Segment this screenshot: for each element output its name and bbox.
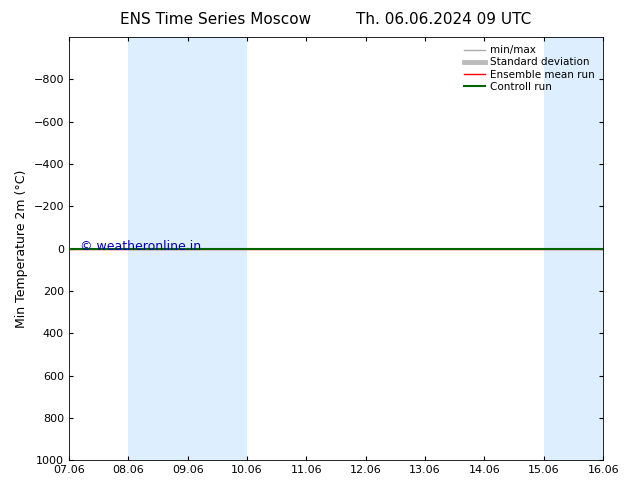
Text: ENS Time Series Moscow: ENS Time Series Moscow xyxy=(120,12,311,27)
Legend: min/max, Standard deviation, Ensemble mean run, Controll run: min/max, Standard deviation, Ensemble me… xyxy=(461,42,598,95)
Text: Th. 06.06.2024 09 UTC: Th. 06.06.2024 09 UTC xyxy=(356,12,531,27)
Text: © weatheronline.in: © weatheronline.in xyxy=(80,240,201,253)
Y-axis label: Min Temperature 2m (°C): Min Temperature 2m (°C) xyxy=(15,170,28,328)
Bar xyxy=(544,37,634,460)
Bar xyxy=(128,37,247,460)
